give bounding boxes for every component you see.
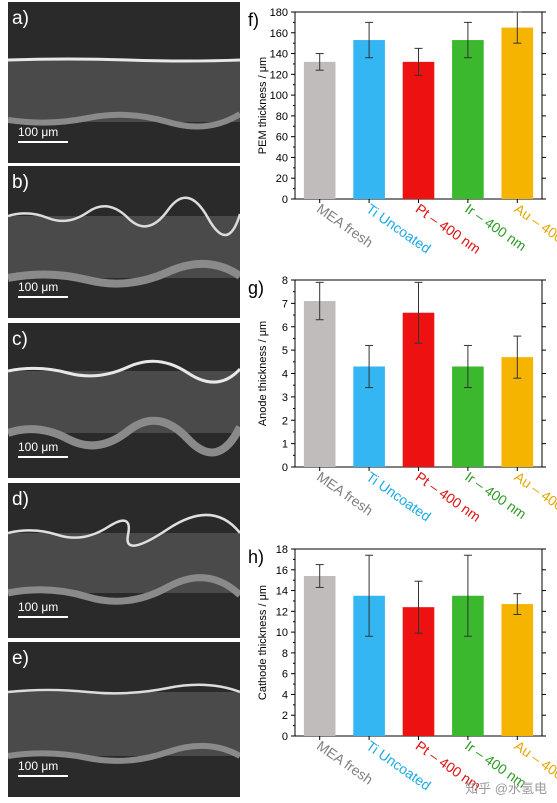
sem-image-a: a) 100 μm [8, 2, 240, 163]
y-tick-label: 4 [282, 369, 288, 381]
sem-image-b: b) 100 μm [8, 166, 240, 318]
y-tick-label: 16 [276, 565, 288, 577]
bar [303, 576, 336, 736]
y-tick-label: 180 [270, 7, 288, 19]
y-tick-label: 4 [282, 689, 288, 701]
scale-bar-a [18, 141, 68, 143]
scale-bar-d [18, 616, 68, 618]
panel-label-e: e) [12, 648, 29, 669]
y-tick-label: 6 [282, 669, 288, 681]
y-tick-label: 1 [282, 439, 288, 451]
y-tick-label: 0 [282, 731, 288, 743]
y-tick-label: 0 [282, 462, 288, 474]
bar [402, 61, 435, 199]
chart-pem-thickness: 0 20 40 60 80 100 120 140 160 180 f) PEM thickness … [248, 0, 557, 262]
y-tick-label: 40 [276, 152, 288, 164]
sem-image-e: e) 100 μm [8, 642, 240, 797]
bar [303, 61, 336, 199]
y-tick-label: 160 [270, 28, 288, 40]
y-tick-label: 6 [282, 322, 288, 334]
panel-label-b: b) [12, 172, 29, 193]
sem-micrograph-c [8, 359, 240, 457]
sem-micrograph-a [8, 57, 240, 130]
bar [452, 40, 484, 199]
sem-micrograph-e [8, 683, 240, 764]
bar [501, 27, 534, 200]
chart-cathode-thickness: 0 2 4 6 8 10 12 14 16 18 h) Cathode thickness / μm M… [248, 537, 557, 799]
y-tick-label: 20 [276, 173, 288, 185]
chart-anode-thickness: 0 1 2 3 4 5 6 7 8 g) Anode thickness / μm MEA fresh… [248, 268, 557, 530]
bar [353, 40, 385, 199]
bar [303, 301, 336, 467]
scale-bar-c [18, 456, 68, 458]
y-tick-label: 5 [282, 345, 288, 357]
y-axis-label: PEM thickness / μm [257, 57, 269, 154]
scale-bar-e [18, 775, 68, 777]
y-axis-label: Anode thickness / μm [257, 321, 269, 426]
sem-micrograph-d [8, 513, 240, 605]
sem-image-c: c) 100 μm [8, 323, 240, 478]
y-tick-label: 14 [276, 586, 288, 598]
y-tick-label: 8 [282, 648, 288, 660]
y-tick-label: 12 [276, 606, 288, 618]
y-tick-label: 2 [282, 415, 288, 427]
y-tick-label: 0 [282, 194, 288, 206]
chart-svg-f: 0 20 40 60 80 100 120 140 160 180 f) PEM thickness … [248, 7, 557, 259]
y-tick-label: 10 [276, 627, 288, 639]
y-tick-label: 140 [270, 49, 288, 61]
bar [501, 604, 534, 736]
panel-label-d: d) [12, 489, 29, 510]
y-tick-label: 120 [270, 69, 288, 81]
scale-bar-label-c: 100 μm [18, 440, 59, 454]
y-tick-label: 60 [276, 132, 288, 144]
panel-label-a: a) [12, 8, 29, 29]
y-tick-label: 80 [276, 111, 288, 123]
panel-label: h) [248, 547, 264, 567]
sem-micrograph-b [8, 196, 240, 288]
scale-bar-label-e: 100 μm [18, 759, 59, 773]
y-axis-label: Cathode thickness / μm [257, 585, 269, 700]
y-tick-label: 8 [282, 275, 288, 287]
y-tick-label: 7 [282, 298, 288, 310]
watermark-text: 知乎 @水氢电 [465, 781, 547, 796]
panel-label: g) [248, 278, 264, 298]
panel-label-c: c) [12, 329, 28, 350]
scale-bar-label-b: 100 μm [18, 280, 59, 294]
y-tick-label: 100 [270, 90, 288, 102]
sem-image-d: d) 100 μm [8, 483, 240, 638]
scale-bar-label-a: 100 μm [18, 125, 59, 139]
scale-bar-b [18, 296, 68, 298]
scale-bar-label-d: 100 μm [18, 600, 59, 614]
y-tick-label: 18 [276, 544, 288, 556]
y-tick-label: 2 [282, 710, 288, 722]
panel-label: f) [248, 10, 259, 30]
y-tick-label: 3 [282, 392, 288, 404]
